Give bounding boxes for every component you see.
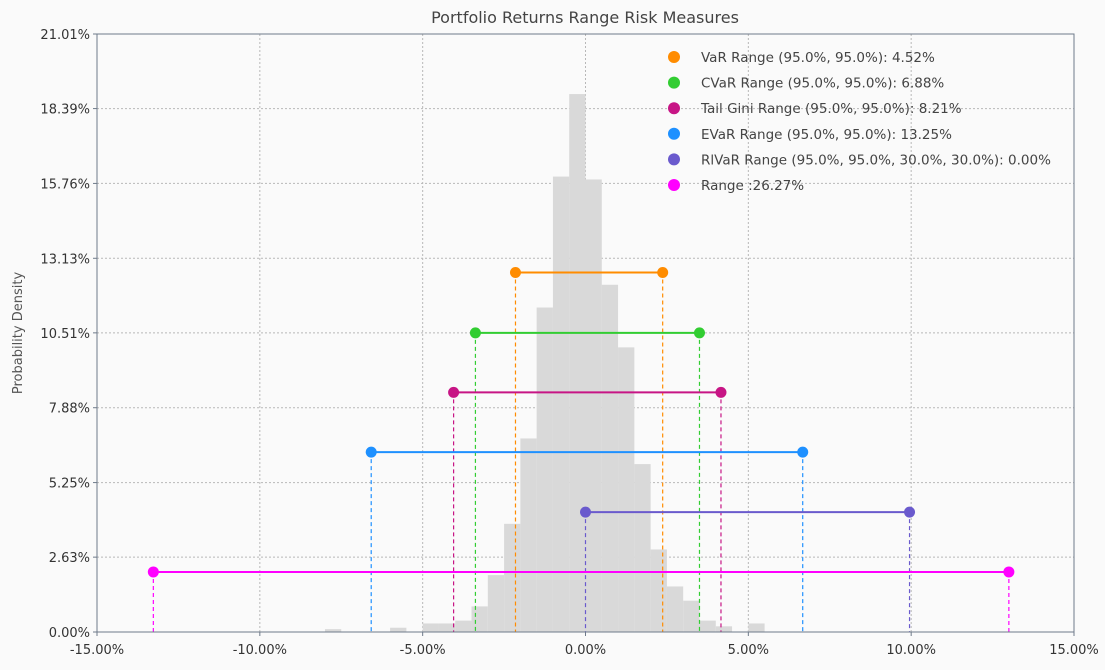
histogram-bar — [618, 347, 635, 632]
histogram-bars — [324, 94, 765, 633]
range-series-group — [147, 566, 1015, 632]
legend-item: EVaR Range (95.0%, 95.0%): 13.25% — [668, 127, 952, 143]
range-series-group — [365, 446, 809, 632]
legend-marker — [668, 153, 680, 166]
y-axis-ticks: 0.00% 2.63% 5.25% 7.88% 10.51% 13.13% 15.76% 18… — [40, 28, 97, 641]
histogram-bar — [699, 620, 716, 632]
range-low-marker — [147, 566, 159, 578]
range-series — [147, 267, 1015, 632]
histogram-bar — [536, 307, 553, 632]
legend-label: RlVaR Range (95.0%, 95.0%, 30.0%, 30.0%)… — [701, 152, 1051, 168]
legend-item: VaR Range (95.0%, 95.0%): 4.52% — [668, 50, 935, 66]
legend-item: Tail Gini Range (95.0%, 95.0%): 8.21% — [668, 101, 962, 117]
histogram-bar — [650, 549, 667, 632]
range-high-marker — [693, 327, 705, 339]
legend-marker — [668, 102, 680, 115]
y-tick-label: 15.76% — [40, 177, 90, 192]
histogram-bar — [438, 623, 456, 632]
x-tick-label: 0.00% — [565, 643, 606, 658]
legend-marker — [668, 179, 680, 191]
range-series-group — [469, 327, 705, 632]
legend-label: VaR Range (95.0%, 95.0%): 4.52% — [701, 50, 935, 66]
histogram-bar — [324, 629, 342, 632]
range-low-marker — [509, 267, 521, 279]
legend-item: CVaR Range (95.0%, 95.0%): 6.88% — [668, 76, 944, 92]
y-tick-label: 18.39% — [40, 103, 90, 118]
range-high-marker — [904, 506, 916, 518]
x-axis-ticks: -15.00% -10.00% -5.00% 0.00% 5.00% 10.00% 15.0… — [70, 632, 1099, 658]
chart-title: Portfolio Returns Range Risk Measures — [431, 8, 739, 27]
legend-label: CVaR Range (95.0%, 95.0%): 6.88% — [701, 76, 944, 92]
y-tick-label: 21.01% — [40, 28, 90, 43]
histogram-bar — [601, 284, 619, 632]
range-high-marker — [657, 267, 669, 279]
legend-label: Tail Gini Range (95.0%, 95.0%): 8.21% — [700, 101, 962, 117]
histogram-bar — [748, 623, 765, 632]
histogram-bar — [585, 179, 602, 632]
histogram-bar — [666, 586, 684, 632]
x-tick-label: 5.00% — [728, 643, 769, 658]
histogram-bar — [715, 626, 733, 632]
legend-label: EVaR Range (95.0%, 95.0%): 13.25% — [701, 127, 952, 143]
y-tick-label: 10.51% — [40, 327, 90, 342]
x-tick-label: -5.00% — [400, 643, 446, 658]
histogram-bar — [390, 627, 407, 632]
histogram-bar — [455, 620, 472, 632]
y-axis-label: Probability Density — [11, 272, 26, 395]
y-tick-label: 13.13% — [40, 252, 90, 267]
range-high-marker — [715, 386, 727, 398]
y-tick-label: 0.00% — [49, 626, 90, 641]
histogram-bar — [471, 606, 488, 632]
legend-item: Range :26.27% — [668, 178, 804, 194]
histogram-bar — [569, 94, 586, 633]
histogram-bar — [422, 623, 439, 632]
y-tick-label: 5.25% — [49, 477, 90, 492]
x-tick-label: 10.00% — [886, 643, 936, 658]
legend-marker — [668, 127, 680, 140]
range-low-marker — [469, 327, 481, 339]
legend-label: Range :26.27% — [701, 178, 804, 194]
range-high-marker — [797, 446, 809, 458]
range-low-marker — [448, 386, 460, 398]
x-tick-label: 15.00% — [1049, 643, 1099, 658]
legend-marker — [668, 76, 680, 89]
legend-marker — [668, 51, 680, 63]
range-low-marker — [365, 446, 377, 458]
range-high-marker — [1003, 566, 1015, 578]
histogram-bar — [552, 176, 570, 632]
histogram-bar — [683, 600, 700, 632]
legend-item: RlVaR Range (95.0%, 95.0%, 30.0%, 30.0%)… — [668, 152, 1051, 168]
x-tick-label: -15.00% — [70, 643, 124, 658]
x-tick-label: -10.00% — [233, 643, 287, 658]
legend: VaR Range (95.0%, 95.0%): 4.52% CVaR Rang… — [668, 50, 1051, 194]
range-low-marker — [580, 506, 591, 518]
histogram-bar — [634, 464, 651, 632]
y-tick-label: 2.63% — [49, 551, 90, 566]
histogram-bar — [504, 523, 521, 632]
histogram-bar — [487, 575, 505, 632]
histogram-bar — [520, 438, 537, 632]
y-tick-label: 7.88% — [49, 402, 90, 417]
